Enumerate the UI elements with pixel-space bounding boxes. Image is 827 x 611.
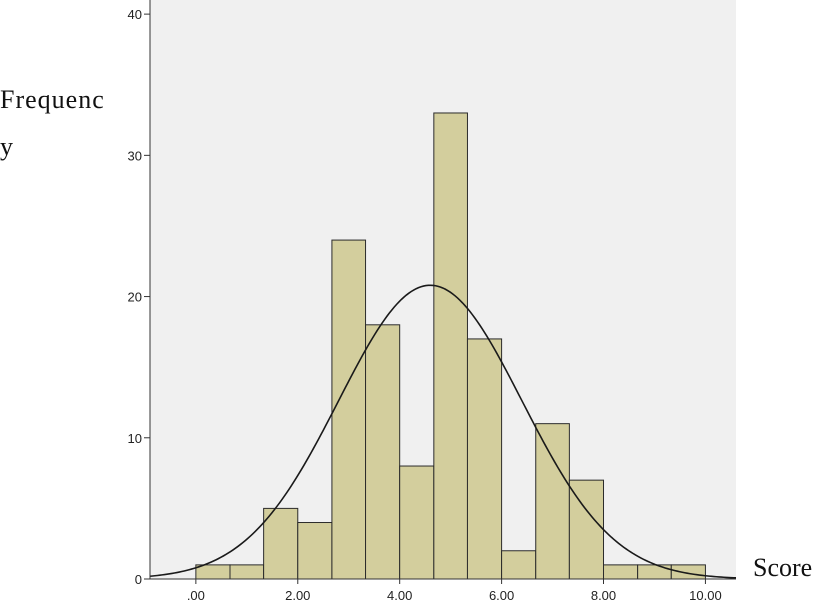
normal-curve bbox=[149, 284, 737, 579]
x-axis-ticks: .00 2.00 4.00 6.00 8.00 10.00 bbox=[187, 579, 722, 603]
y-axis-label-line-1: Frequenc bbox=[0, 85, 105, 114]
x-tick-label: 4.00 bbox=[387, 588, 412, 603]
histogram-bar bbox=[297, 522, 333, 580]
histogram-bar bbox=[535, 423, 570, 580]
x-axis-label: Score bbox=[753, 553, 812, 582]
y-tick-label: 0 bbox=[135, 572, 142, 587]
histogram-bar bbox=[501, 550, 537, 580]
histogram-bar bbox=[433, 112, 468, 580]
histogram-bar bbox=[331, 239, 367, 580]
histogram-bar bbox=[229, 564, 265, 580]
histogram-bar bbox=[466, 338, 503, 580]
histogram-bar bbox=[365, 324, 401, 580]
x-tick-label: 8.00 bbox=[591, 588, 616, 603]
y-axis-label-line-2: y bbox=[0, 132, 14, 161]
histogram-bar bbox=[195, 564, 231, 580]
histogram-bars bbox=[195, 112, 706, 580]
x-tick-label: 10.00 bbox=[689, 588, 722, 603]
x-tick-label: 2.00 bbox=[285, 588, 310, 603]
histogram-bar bbox=[399, 465, 435, 580]
y-tick-label: 20 bbox=[128, 290, 142, 305]
y-axis-ticks: 0 10 20 30 40 bbox=[128, 7, 150, 587]
histogram-bar bbox=[670, 564, 706, 580]
histogram-bar bbox=[603, 564, 639, 580]
histogram-bar bbox=[637, 564, 672, 580]
x-tick-label: 6.00 bbox=[489, 588, 514, 603]
x-tick-label: .00 bbox=[187, 588, 205, 603]
y-tick-label: 10 bbox=[128, 431, 142, 446]
histogram-bar bbox=[263, 507, 299, 580]
y-tick-label: 40 bbox=[128, 7, 142, 22]
y-tick-label: 30 bbox=[128, 148, 142, 163]
